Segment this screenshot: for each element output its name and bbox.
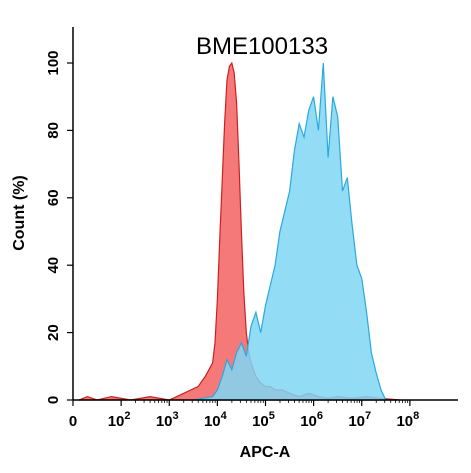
x-tick-label: 102 [108, 410, 131, 430]
y-tick-label: 80 [45, 122, 62, 139]
x-tick-label: 108 [396, 410, 419, 430]
x-ticks: 0 102 103 104 105 106 107 108 [69, 400, 419, 430]
series-layer [78, 61, 401, 401]
y-tick-label: 20 [45, 324, 62, 341]
x-tick-label: 107 [348, 410, 371, 430]
y-axis-label: Count (%) [11, 175, 28, 251]
y-tick-label: 60 [45, 189, 62, 206]
x-axis-label: APC-A [240, 444, 291, 461]
series-area-2 [193, 62, 387, 401]
x-tick-label: 104 [204, 410, 228, 430]
x-tick-label: 105 [252, 410, 275, 430]
y-ticks: 0 20 40 60 80 100 [45, 50, 73, 404]
x-tick-label: 103 [156, 410, 179, 430]
y-tick-label: 100 [45, 50, 62, 75]
x-tick-label: 106 [300, 410, 323, 430]
x-tick-label: 0 [69, 413, 77, 430]
y-tick-label: 40 [45, 257, 62, 274]
chart-title: BME100133 [196, 33, 328, 60]
y-tick-label: 0 [45, 396, 62, 404]
